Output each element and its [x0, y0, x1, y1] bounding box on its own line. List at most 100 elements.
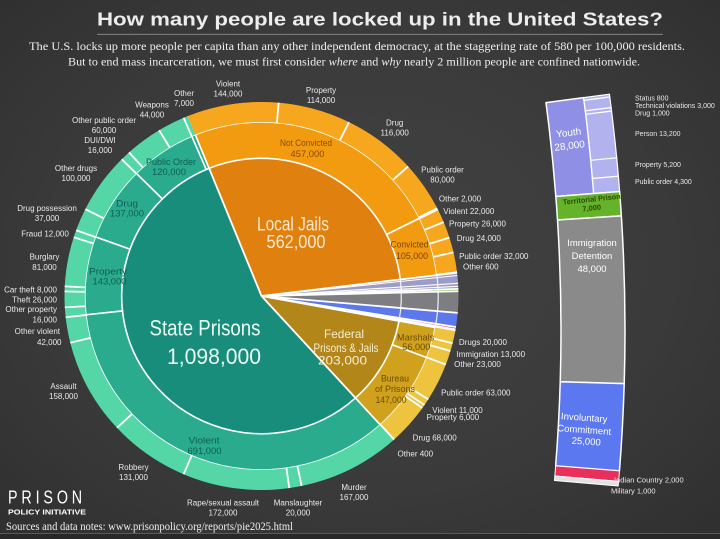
svg-text:28,000: 28,000 [554, 139, 586, 154]
svg-text:42,000: 42,000 [37, 338, 62, 347]
svg-text:Fraud 12,000: Fraud 12,000 [21, 229, 69, 238]
svg-text:Manslaughter: Manslaughter [274, 498, 323, 507]
svg-text:Public order: Public order [421, 166, 464, 175]
svg-text:Other public order: Other public order [72, 116, 136, 125]
svg-text:Other 400: Other 400 [398, 449, 434, 458]
svg-text:48,000: 48,000 [577, 264, 606, 275]
svg-text:Technical violations 3,000: Technical violations 3,000 [635, 103, 715, 110]
svg-text:Robbery: Robbery [118, 463, 148, 472]
svg-text:State Prisons: State Prisons [150, 316, 261, 341]
svg-text:Other 23,000: Other 23,000 [454, 360, 501, 369]
svg-text:114,000: 114,000 [307, 96, 336, 105]
svg-text:16,000: 16,000 [33, 315, 58, 324]
svg-text:105,000: 105,000 [396, 251, 428, 261]
svg-text:Drug 24,000: Drug 24,000 [457, 234, 502, 243]
svg-text:Immigration 13,000: Immigration 13,000 [457, 350, 526, 359]
svg-text:Murder: Murder [341, 483, 367, 492]
svg-text:Property: Property [89, 267, 127, 278]
svg-text:Theft 26,000: Theft 26,000 [12, 296, 57, 305]
svg-text:147,000: 147,000 [376, 395, 407, 405]
svg-text:7,000: 7,000 [174, 99, 195, 108]
svg-text:Burglary: Burglary [30, 253, 60, 262]
svg-text:Military 1,000: Military 1,000 [611, 487, 656, 496]
svg-text:203,000: 203,000 [318, 353, 367, 367]
svg-text:144,000: 144,000 [214, 89, 243, 98]
svg-text:Indian Country 2,000: Indian Country 2,000 [614, 476, 684, 485]
svg-text:Local Jails: Local Jails [257, 215, 329, 236]
svg-text:Other 600: Other 600 [463, 263, 499, 272]
svg-text:Public order 63,000: Public order 63,000 [441, 388, 511, 397]
svg-text:Public Order: Public Order [146, 157, 196, 168]
svg-text:Rape/sexual assault: Rape/sexual assault [187, 498, 260, 507]
svg-text:Drug: Drug [386, 119, 403, 128]
svg-text:Violent 22,000: Violent 22,000 [443, 207, 495, 216]
svg-text:Federal: Federal [324, 327, 364, 341]
svg-text:7,000: 7,000 [582, 203, 602, 214]
svg-text:Property 6,000: Property 6,000 [427, 413, 480, 422]
svg-text:Commitment: Commitment [557, 423, 612, 438]
svg-text:The U.S. locks up more people: The U.S. locks up more people per capita… [29, 39, 685, 53]
svg-text:of Prisons: of Prisons [375, 384, 415, 394]
svg-text:691,000: 691,000 [188, 446, 222, 457]
svg-text:Other property: Other property [5, 305, 57, 314]
svg-text:Property: Property [306, 86, 336, 95]
svg-text:POLICY INITIATIVE: POLICY INITIATIVE [8, 508, 86, 517]
svg-text:81,000: 81,000 [32, 263, 57, 272]
svg-text:Drug 1,000: Drug 1,000 [635, 110, 670, 117]
svg-text:How many people are locked up: How many people are locked up in the Uni… [97, 10, 663, 30]
svg-text:44,000: 44,000 [140, 111, 165, 120]
svg-text:20,000: 20,000 [286, 508, 311, 517]
svg-text:Immigration: Immigration [567, 238, 617, 249]
svg-text:Drug possession: Drug possession [17, 204, 77, 213]
svg-text:Other 2,000: Other 2,000 [439, 194, 482, 203]
svg-text:Sources and data notes: www.pr: Sources and data notes: www.prisonpolicy… [6, 519, 294, 533]
svg-text:Violent 11,000: Violent 11,000 [432, 406, 483, 415]
svg-text:158,000: 158,000 [49, 392, 78, 401]
svg-text:1,098,000: 1,098,000 [167, 344, 261, 369]
svg-text:167,000: 167,000 [340, 493, 369, 502]
svg-text:Drug 68,000: Drug 68,000 [413, 433, 458, 442]
svg-text:37,000: 37,000 [35, 214, 60, 223]
svg-text:Weapons: Weapons [135, 101, 169, 110]
svg-text:Convicted: Convicted [391, 240, 429, 250]
svg-text:Bureau: Bureau [381, 374, 409, 384]
svg-text:Marshals: Marshals [397, 332, 435, 342]
svg-text:PRISON: PRISON [8, 486, 86, 507]
svg-text:Car theft 8,000: Car theft 8,000 [4, 286, 57, 295]
svg-text:143,000: 143,000 [93, 277, 127, 288]
svg-text:Drugs 20,000: Drugs 20,000 [459, 338, 508, 347]
svg-text:457,000: 457,000 [291, 149, 325, 160]
svg-text:Violent: Violent [189, 436, 220, 447]
svg-text:Other drugs: Other drugs [55, 164, 97, 173]
svg-text:Property 5,200: Property 5,200 [635, 162, 681, 169]
svg-text:Public order 4,300: Public order 4,300 [635, 179, 692, 186]
svg-text:Involuntary: Involuntary [561, 411, 608, 425]
svg-text:Detention: Detention [572, 251, 613, 262]
svg-text:DUI/DWI: DUI/DWI [84, 136, 116, 145]
svg-text:60,000: 60,000 [92, 126, 117, 135]
svg-text:Assault: Assault [50, 382, 77, 391]
svg-text:80,000: 80,000 [430, 176, 455, 185]
svg-text:Public order 32,000: Public order 32,000 [459, 252, 529, 261]
svg-text:Other violent: Other violent [15, 327, 61, 336]
svg-text:116,000: 116,000 [381, 129, 410, 138]
svg-text:Status 800: Status 800 [635, 95, 669, 102]
svg-text:56,000: 56,000 [402, 342, 430, 352]
svg-text:Other: Other [174, 89, 194, 98]
svg-text:Violent: Violent [216, 79, 241, 88]
svg-text:120,000: 120,000 [152, 167, 186, 178]
svg-text:Drug: Drug [116, 199, 138, 210]
svg-text:But to end mass incarceration,: But to end mass incarceration, we must f… [68, 55, 640, 69]
svg-text:137,000: 137,000 [110, 209, 144, 220]
svg-text:131,000: 131,000 [119, 473, 148, 482]
svg-text:Youth: Youth [556, 127, 582, 141]
svg-text:Prisons & Jails: Prisons & Jails [314, 341, 379, 355]
svg-text:172,000: 172,000 [209, 508, 238, 517]
svg-text:Person 13,200: Person 13,200 [635, 131, 681, 138]
svg-text:562,000: 562,000 [267, 232, 326, 252]
svg-text:Not Convicted: Not Convicted [280, 138, 332, 149]
svg-text:16,000: 16,000 [88, 146, 113, 155]
svg-text:25,000: 25,000 [571, 436, 601, 449]
svg-text:100,000: 100,000 [62, 174, 91, 183]
svg-text:Property 26,000: Property 26,000 [449, 220, 506, 229]
